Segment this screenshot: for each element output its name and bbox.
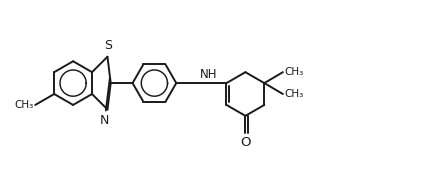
Text: N: N: [100, 114, 109, 127]
Text: S: S: [105, 39, 113, 52]
Text: CH₃: CH₃: [14, 100, 33, 110]
Text: CH₃: CH₃: [285, 67, 304, 77]
Text: NH: NH: [200, 68, 218, 81]
Text: CH₃: CH₃: [285, 89, 304, 99]
Text: O: O: [240, 136, 251, 149]
